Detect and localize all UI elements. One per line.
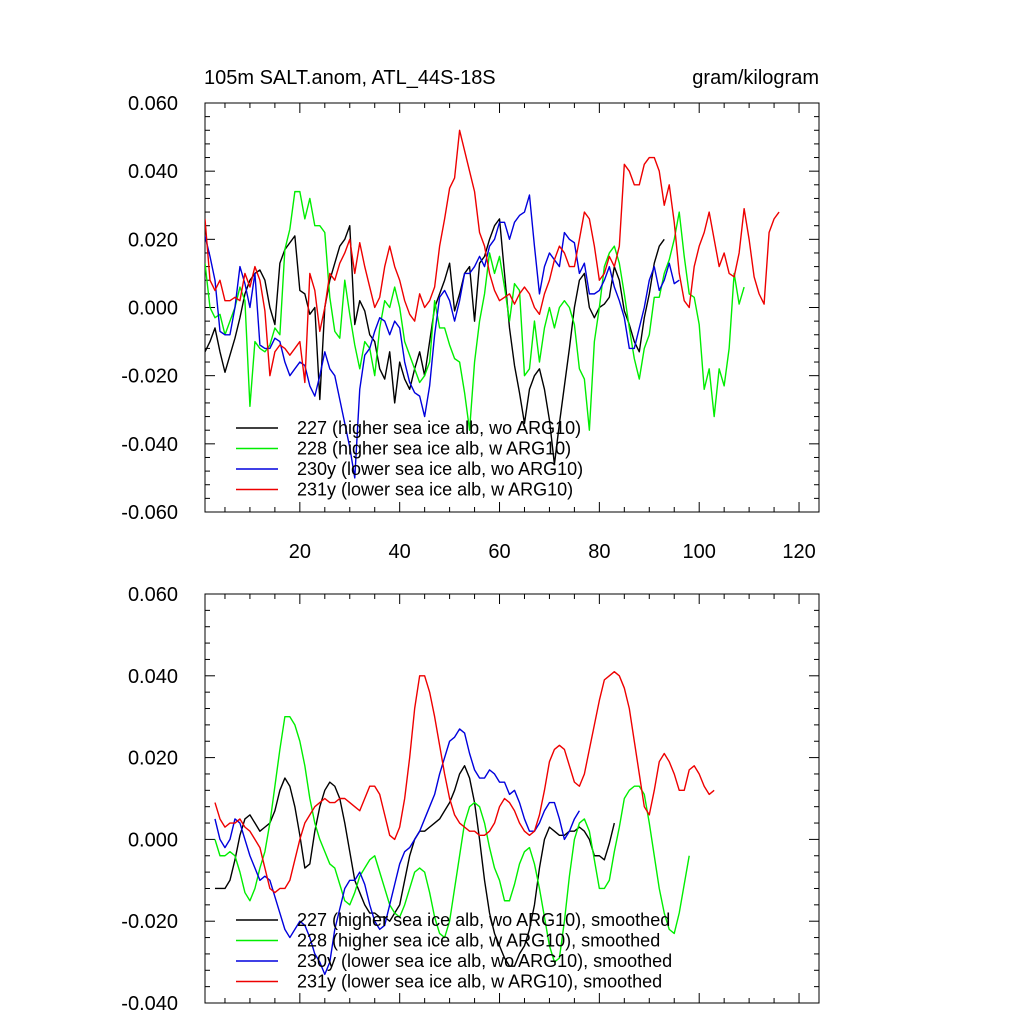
y-tick-label: 0.000 (128, 829, 178, 851)
y-tick-label: -0.020 (121, 911, 178, 933)
y-tick-label: 0.020 (128, 748, 178, 770)
legend-label: 227 (higher sea ice alb, wo ARG10) (297, 418, 581, 438)
legend-label: 230y (lower sea ice alb, wo ARG10), smoo… (297, 951, 672, 971)
series-line-4 (214, 671, 715, 894)
legend-label: 228 (higher sea ice alb, w ARG10), smoot… (297, 931, 660, 951)
top-panel: -0.060 -0.040 -0.020 0.000 0.020 0.040 0.060 20… (121, 93, 820, 563)
y-tick-label: 0.060 (128, 93, 178, 115)
series-line-2 (205, 190, 745, 431)
bottom-panel: -0.040 -0.020 0.000 0.020 0.040 0.060 227 (hig… (121, 584, 820, 1015)
x-tick-label: 120 (782, 541, 815, 563)
plot-frame (204, 593, 820, 1004)
y-tick-label: -0.040 (121, 434, 178, 456)
y-tick-label: -0.060 (121, 502, 178, 524)
y-tick-label: 0.040 (128, 666, 178, 688)
y-tick-label: 0.000 (128, 298, 178, 320)
legend-label: 228 (higher sea ice alb, w ARG10) (297, 439, 571, 459)
legend-label: 231y (lower sea ice alb, w ARG10), smoot… (297, 972, 662, 992)
y-tick-label: 0.020 (128, 229, 178, 251)
y-tick-label: -0.020 (121, 366, 178, 388)
x-tick-label: 20 (289, 541, 311, 563)
y-tick-label: -0.040 (121, 993, 178, 1015)
series-line-3 (205, 194, 680, 479)
series-line-4 (205, 129, 780, 384)
x-tick-label: 100 (683, 541, 716, 563)
chart-title: 105m SALT.anom, ATL_44S-18S (204, 67, 496, 89)
legend-label: 227 (higher sea ice alb, wo ARG10), smoo… (297, 910, 670, 930)
x-tick-label: 40 (389, 541, 411, 563)
x-tick-label: 60 (488, 541, 510, 563)
legend-label: 230y (lower sea ice alb, wo ARG10) (297, 459, 583, 479)
legend-label: 231y (lower sea ice alb, w ARG10) (297, 480, 573, 500)
y-tick-label: 0.060 (128, 584, 178, 606)
series-line-2 (214, 716, 690, 963)
x-tick-label: 80 (588, 541, 610, 563)
series-line-3 (214, 728, 580, 976)
y-tick-label: 0.040 (128, 161, 178, 183)
chart-units: gram/kilogram (692, 67, 819, 89)
